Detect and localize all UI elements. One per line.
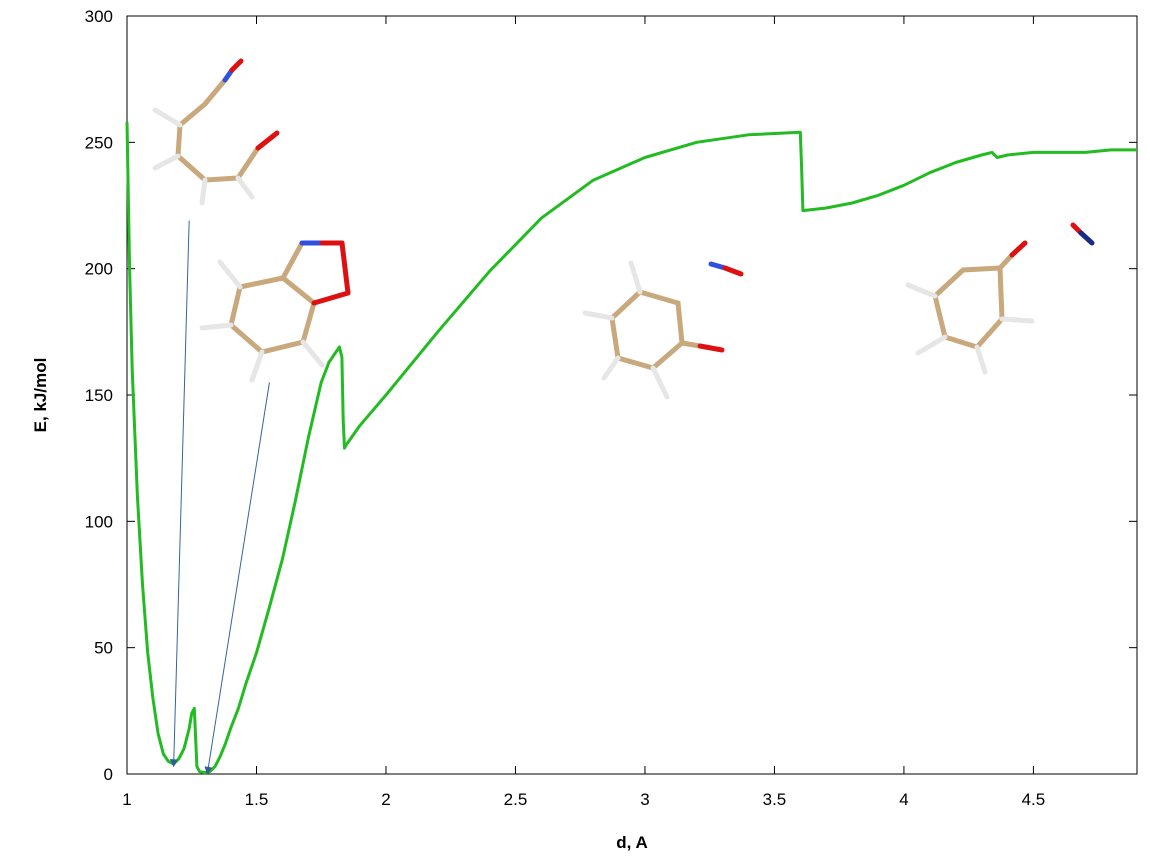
- phenoxy-no-icon: [582, 260, 744, 400]
- x-tick-label: 3.5: [763, 790, 787, 809]
- plot-frame: [126, 15, 1138, 775]
- x-tick-label: 2.5: [504, 790, 528, 809]
- x-axis-ticks: 1 1.5 2 2.5 3 3.5 4 4.5: [122, 16, 1045, 809]
- annotation-arrow: [204, 382, 270, 775]
- annotation-arrow: [169, 220, 190, 768]
- cyclopentadienone-no-icon: [905, 222, 1095, 375]
- y-tick-label: 0: [104, 765, 113, 784]
- y-tick-label: 250: [85, 133, 113, 152]
- benzisoxazole-icon: [199, 240, 351, 383]
- x-tick-label: 1: [122, 790, 131, 809]
- chain-molecule-icon: [152, 58, 280, 206]
- annotation-arrows: [169, 220, 270, 775]
- y-axis-label: E, kJ/mol: [31, 358, 50, 433]
- y-tick-label: 50: [94, 639, 113, 658]
- x-tick-label: 1.5: [245, 790, 269, 809]
- y-tick-label: 300: [85, 7, 113, 26]
- x-tick-label: 4.5: [1022, 790, 1046, 809]
- energy-curve: [125, 122, 1137, 775]
- x-axis-label: d, A: [616, 833, 647, 852]
- y-axis-ticks: 0 50 100 150 200 250 300: [85, 7, 1137, 784]
- x-tick-label: 4: [899, 790, 908, 809]
- y-tick-label: 200: [85, 260, 113, 279]
- y-tick-label: 150: [85, 386, 113, 405]
- y-tick-label: 100: [85, 512, 113, 531]
- x-tick-label: 2: [381, 790, 390, 809]
- x-tick-label: 3: [640, 790, 649, 809]
